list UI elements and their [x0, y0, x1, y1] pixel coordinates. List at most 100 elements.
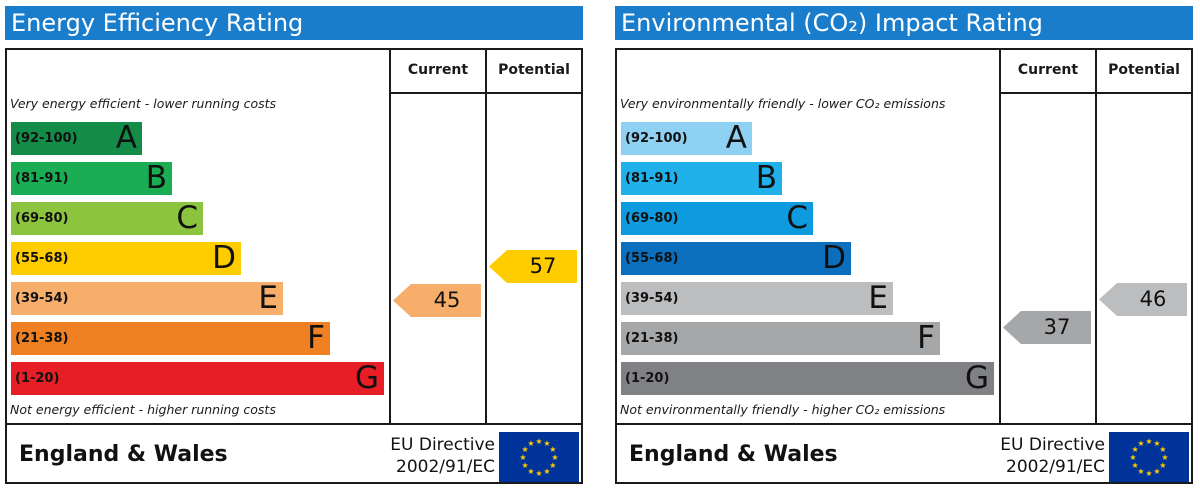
band-letter: A — [115, 120, 137, 156]
rating-band-f: (21-38) F — [11, 322, 330, 355]
chart-frame: Current Potential Very energy efficient … — [5, 48, 583, 484]
top-note: Very energy efficient - lower running co… — [10, 96, 277, 111]
divider — [617, 423, 1191, 425]
potential-arrow-shape — [1099, 283, 1187, 316]
rating-band-a: (92-100) A — [621, 122, 752, 155]
svg-text:★: ★ — [1137, 467, 1144, 476]
rating-band-g: (1-20) G — [621, 362, 994, 395]
directive-line-1: EU Directive — [390, 435, 495, 455]
chart-title: Environmental (CO₂) Impact Rating — [615, 6, 1193, 40]
eu-directive: EU Directive 2002/91/EC — [390, 434, 495, 478]
svg-text:★: ★ — [1161, 453, 1168, 462]
band-letter: C — [176, 200, 198, 236]
band-letter: A — [725, 120, 747, 156]
svg-text:★: ★ — [1145, 437, 1152, 446]
band-range: (81-91) — [625, 171, 679, 186]
potential-rating-value: 46 — [1139, 287, 1167, 311]
band-range: (21-38) — [15, 331, 69, 346]
svg-text:★: ★ — [1137, 439, 1144, 448]
band-range: (69-80) — [625, 211, 679, 226]
potential-column-header: Potential — [498, 62, 570, 78]
band-range: (39-54) — [15, 291, 69, 306]
environmental-impact-chart: Environmental (CO₂) Impact Rating Curren… — [615, 6, 1193, 484]
current-rating-value: 37 — [1043, 315, 1071, 339]
energy-efficiency-chart: Energy Efficiency Rating Current Potenti… — [5, 6, 583, 484]
band-range: (55-68) — [15, 251, 69, 266]
top-note: Very environmentally friendly - lower CO… — [620, 96, 946, 111]
rating-band-e: (39-54) E — [621, 282, 893, 315]
divider — [999, 50, 1001, 424]
band-letter: B — [145, 160, 167, 196]
band-range: (92-100) — [625, 131, 688, 146]
svg-text:★: ★ — [535, 437, 542, 446]
rating-band-b: (81-91) B — [11, 162, 172, 195]
band-range: (39-54) — [625, 291, 679, 306]
potential-rating-arrow: 57 — [489, 250, 577, 283]
band-letter: B — [755, 160, 777, 196]
directive-line-1: EU Directive — [1000, 435, 1105, 455]
svg-text:★: ★ — [543, 439, 550, 448]
directive-line-2: 2002/91/EC — [1006, 457, 1105, 477]
svg-text:★: ★ — [519, 453, 526, 462]
band-letter: F — [917, 320, 935, 356]
band-letter: E — [258, 280, 278, 316]
chart-frame: Current Potential Very environmentally f… — [615, 48, 1193, 484]
band-letter: D — [822, 240, 846, 276]
band-letter: D — [212, 240, 236, 276]
svg-text:★: ★ — [527, 467, 534, 476]
svg-text:★: ★ — [1159, 445, 1166, 454]
potential-rating-arrow: 46 — [1099, 283, 1187, 316]
current-rating-arrow: 45 — [393, 284, 481, 317]
svg-text:★: ★ — [549, 445, 556, 454]
svg-text:★: ★ — [549, 461, 556, 470]
band-letter: E — [868, 280, 888, 316]
band-letter: F — [307, 320, 325, 356]
current-column-header: Current — [407, 62, 469, 78]
svg-text:★: ★ — [522, 445, 529, 454]
potential-column-header: Potential — [1108, 62, 1180, 78]
divider — [7, 423, 581, 425]
svg-text:★: ★ — [527, 439, 534, 448]
region-label: England & Wales — [629, 442, 838, 467]
eu-directive: EU Directive 2002/91/EC — [1000, 434, 1105, 478]
svg-text:★: ★ — [543, 467, 550, 476]
svg-text:★: ★ — [1145, 469, 1152, 478]
divider — [389, 92, 581, 94]
rating-band-f: (21-38) F — [621, 322, 940, 355]
svg-text:★: ★ — [535, 469, 542, 478]
rating-band-d: (55-68) D — [621, 242, 851, 275]
band-range: (1-20) — [15, 371, 60, 386]
divider — [389, 50, 391, 424]
svg-text:★: ★ — [1153, 467, 1160, 476]
band-letter: G — [354, 360, 379, 396]
current-rating-arrow: 37 — [1003, 311, 1091, 344]
directive-line-2: 2002/91/EC — [396, 457, 495, 477]
svg-text:★: ★ — [522, 461, 529, 470]
svg-text:★: ★ — [551, 453, 558, 462]
band-range: (92-100) — [15, 131, 78, 146]
current-arrow-shape — [393, 284, 481, 317]
svg-text:★: ★ — [1159, 461, 1166, 470]
rating-band-d: (55-68) D — [11, 242, 241, 275]
potential-arrow-shape — [489, 250, 577, 283]
svg-text:★: ★ — [1129, 453, 1136, 462]
current-rating-value: 45 — [433, 288, 461, 312]
rating-band-b: (81-91) B — [621, 162, 782, 195]
rating-band-a: (92-100) A — [11, 122, 142, 155]
svg-text:★: ★ — [1132, 461, 1139, 470]
region-label: England & Wales — [19, 442, 228, 467]
divider — [485, 50, 487, 424]
svg-text:★: ★ — [1153, 439, 1160, 448]
divider — [1095, 50, 1097, 424]
current-column-header: Current — [1017, 62, 1079, 78]
rating-band-c: (69-80) C — [11, 202, 203, 235]
rating-band-g: (1-20) G — [11, 362, 384, 395]
rating-band-e: (39-54) E — [11, 282, 283, 315]
band-range: (81-91) — [15, 171, 69, 186]
band-range: (69-80) — [15, 211, 69, 226]
band-range: (21-38) — [625, 331, 679, 346]
bottom-note: Not environmentally friendly - higher CO… — [620, 402, 946, 417]
band-letter: G — [964, 360, 989, 396]
band-range: (55-68) — [625, 251, 679, 266]
chart-title: Energy Efficiency Rating — [5, 6, 583, 40]
